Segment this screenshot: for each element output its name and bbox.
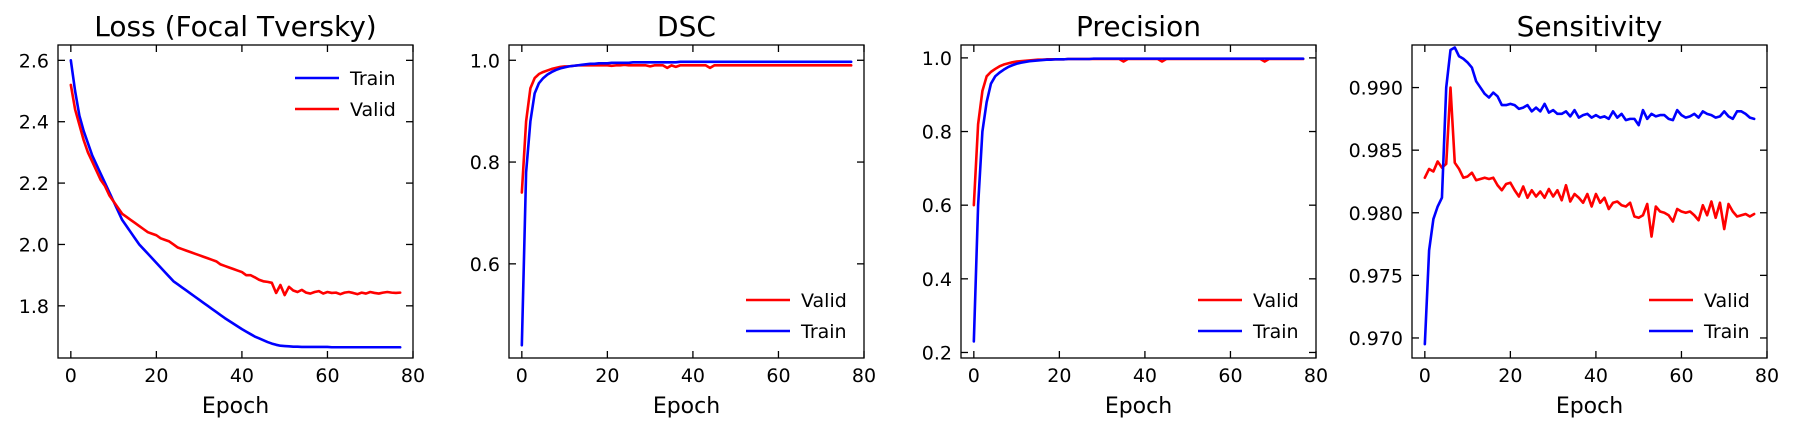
x-tick-label: 40 (1584, 365, 1608, 387)
chart-panel-2: 0 20 40 60 80 0.2 0.4 0.6 0.8 1.0 Precision Epoch Va… (922, 10, 1328, 419)
x-tick-label: 20 (1498, 365, 1522, 387)
x-tick-label: 40 (681, 365, 705, 387)
x-axis-label: Epoch (202, 394, 269, 419)
x-tick-label: 0 (1419, 365, 1431, 387)
plot-frame (508, 44, 865, 359)
x-axis-label: Epoch (1105, 394, 1172, 419)
legend-label-valid: Valid (1704, 290, 1750, 312)
y-tick-label: 0.8 (922, 122, 952, 144)
x-tick-label: 20 (595, 365, 619, 387)
y-tick-label: 0.980 (1349, 203, 1403, 225)
series-line-1-train (520, 60, 853, 347)
series-line-1-valid (520, 63, 853, 194)
legend-label-train: Train (349, 68, 396, 90)
x-tick-label: 60 (315, 365, 339, 387)
y-tick-label: 2.6 (19, 50, 49, 72)
y-tick-label: 0.970 (1349, 328, 1403, 350)
x-axis-label: Epoch (653, 394, 720, 419)
x-tick-label: 0 (968, 365, 980, 387)
legend-label-train: Train (1703, 321, 1750, 343)
y-tick-label: 0.990 (1349, 78, 1403, 100)
x-tick-label: 60 (1218, 365, 1242, 387)
y-tick-label: 1.8 (19, 296, 49, 318)
y-tick-label: 2.4 (19, 112, 49, 134)
x-tick-label: 40 (1133, 365, 1157, 387)
series-line-0-train (69, 59, 402, 349)
x-tick-label: 40 (230, 365, 254, 387)
x-tick-label: 80 (401, 365, 425, 387)
x-tick-label: 0 (65, 365, 77, 387)
plot-frame (1411, 44, 1768, 359)
series-line-3-valid (1423, 86, 1756, 238)
x-tick-label: 80 (1755, 365, 1779, 387)
chart-title: DSC (657, 10, 716, 43)
y-tick-label: 1.0 (470, 50, 500, 72)
chart-panel-1: 0 20 40 60 80 0.6 0.8 1.0 DSC Epoch Valid Train (470, 10, 876, 419)
y-tick-label: 0.985 (1349, 140, 1403, 162)
series-line-0-valid (69, 83, 402, 297)
legend-label-valid: Valid (801, 290, 847, 312)
series-line-2-train (972, 57, 1305, 343)
x-tick-label: 80 (1304, 365, 1328, 387)
legend-label-train: Train (800, 321, 847, 343)
chart-title: Loss (Focal Tversky) (94, 10, 376, 43)
y-tick-label: 2.0 (19, 234, 49, 256)
x-tick-label: 60 (1669, 365, 1693, 387)
y-tick-label: 0.975 (1349, 265, 1403, 287)
x-tick-label: 20 (144, 365, 168, 387)
series-line-2-valid (972, 57, 1305, 207)
chart-title: Precision (1076, 10, 1201, 43)
series-line-3-train (1423, 46, 1756, 346)
plot-frame (960, 44, 1317, 359)
y-tick-label: 1.0 (922, 48, 952, 70)
y-tick-label: 0.8 (470, 152, 500, 174)
legend-label-valid: Valid (1253, 290, 1299, 312)
legend-label-train: Train (1252, 321, 1299, 343)
y-tick-label: 0.6 (470, 254, 500, 276)
x-tick-label: 20 (1047, 365, 1071, 387)
x-tick-label: 60 (766, 365, 790, 387)
y-tick-label: 0.4 (922, 269, 952, 291)
y-tick-label: 0.6 (922, 195, 952, 217)
plot-frame (57, 44, 414, 359)
chart-panel-3: 0 20 40 60 80 0.970 0.975 0.980 0.985 0.990 Sensit… (1349, 10, 1780, 419)
y-tick-label: 2.2 (19, 173, 49, 195)
y-tick-label: 0.2 (922, 342, 952, 364)
x-tick-label: 0 (516, 365, 528, 387)
x-tick-label: 80 (852, 365, 876, 387)
legend-label-valid: Valid (350, 99, 396, 121)
chart-title: Sensitivity (1517, 10, 1663, 43)
chart-panel-0: 0 20 40 60 80 1.8 2.0 2.2 2.4 2.6 Loss (Focal Tver… (19, 10, 425, 419)
x-axis-label: Epoch (1556, 394, 1623, 419)
